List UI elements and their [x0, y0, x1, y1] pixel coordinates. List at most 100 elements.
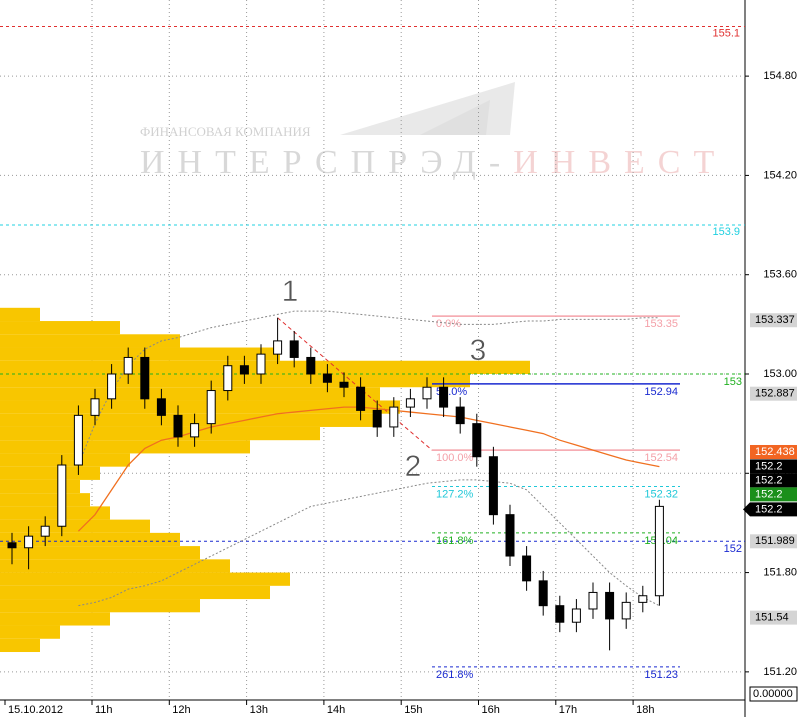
profile-bar [0, 625, 60, 639]
fib-name: 261.8% [436, 669, 474, 681]
candle-body [505, 514, 515, 557]
price-box-label: 151.989 [755, 535, 795, 547]
candle-body [90, 398, 100, 416]
price-box-label: 151.54 [755, 612, 789, 624]
fib-name: 127.2% [436, 488, 474, 500]
candle-body [306, 356, 316, 375]
candle-body [472, 423, 482, 458]
profile-bar [0, 400, 400, 414]
x-tick-label: 15h [404, 704, 422, 716]
y-tick-label: 154.20 [763, 169, 797, 181]
candle-body [654, 505, 664, 597]
upper-band [77, 310, 660, 466]
profile-bar [0, 519, 150, 533]
candle-body [7, 542, 17, 549]
candle-body [239, 365, 249, 375]
watermark-large-accent: ИНВЕСТ [513, 144, 727, 181]
level-label: 152 [724, 543, 742, 555]
price-box [750, 473, 797, 488]
candle-body [123, 356, 133, 375]
price-box [750, 444, 797, 459]
y-tick-label: 153.00 [763, 368, 797, 380]
candle-body [322, 373, 332, 383]
watermark-large-part: ИНТЕРСПРЭД- [140, 144, 513, 181]
candle-body [638, 595, 648, 603]
candle-body [538, 580, 548, 607]
price-box-label: 152.2 [755, 488, 783, 500]
profile-bar [0, 506, 110, 520]
candle-body [555, 605, 565, 623]
y-tick-label: 151.80 [763, 566, 797, 578]
candle-body [24, 535, 34, 549]
logo-shape [420, 100, 490, 135]
price-box [750, 313, 797, 328]
candle-body [206, 390, 216, 425]
candle-body [621, 601, 631, 620]
profile-bar [0, 440, 250, 454]
profile-bar [0, 612, 110, 626]
fib-value: 151.23 [644, 669, 678, 681]
footer-box [749, 686, 798, 702]
price-box [750, 459, 797, 474]
fib-value: 152.32 [644, 488, 678, 500]
candle-body [439, 386, 449, 408]
candle-body [339, 381, 349, 388]
profile-bar [0, 638, 40, 653]
profile-bar [0, 373, 470, 388]
price-box-label: 152.887 [755, 388, 795, 400]
profile-bar [0, 559, 230, 573]
fib-value: 152.54 [644, 452, 678, 464]
watermark: ФИНАНСОВАЯ КОМПАНИЯ ИНТЕРСПРЭД-ИНВЕСТ [140, 82, 727, 181]
fib-name: 161.8% [436, 535, 474, 547]
annotation: 3 [470, 334, 487, 367]
candle-body [422, 386, 432, 400]
price-box [750, 534, 797, 549]
lower-band [78, 479, 660, 607]
profile-bar [0, 493, 90, 507]
candle-body [40, 525, 50, 537]
x-tick-label: 15.10.2012 [8, 704, 63, 716]
profile-bar [0, 413, 380, 427]
candle-body [605, 591, 615, 620]
trend-line [277, 317, 433, 451]
x-tick-label: 18h [636, 704, 654, 716]
profile-bar [0, 307, 40, 322]
price-arrow [743, 502, 750, 517]
candle-body [571, 608, 581, 623]
candle-body [107, 373, 117, 400]
x-tick-label: 11h [95, 704, 113, 716]
profile-bar [0, 453, 130, 467]
profile-bar [0, 387, 380, 401]
y-tick-label: 151.20 [763, 666, 797, 678]
profile-bar [0, 599, 200, 613]
price-box-label: 153.337 [755, 314, 795, 326]
fib-name: 0.0% [436, 318, 461, 330]
candle-body [522, 555, 532, 582]
logo-shape [340, 82, 515, 135]
profile-bar [0, 334, 180, 348]
level-label: 155.1 [712, 27, 740, 39]
annotation: 2 [405, 450, 422, 483]
candle-body [455, 406, 465, 425]
candle-body [223, 365, 233, 392]
price-box [750, 610, 797, 625]
candle-body [190, 423, 200, 438]
candle-body [289, 340, 299, 358]
y-tick-label: 153.60 [763, 269, 797, 281]
profile-bar [0, 321, 120, 335]
watermark-small: ФИНАНСОВАЯ КОМПАНИЯ [140, 124, 311, 139]
candle-body [372, 409, 382, 428]
candle-body [173, 414, 183, 438]
candle-body [588, 591, 598, 610]
candle-body [273, 340, 283, 355]
price-box [750, 487, 797, 502]
x-tick-label: 12h [172, 704, 190, 716]
candle-body [156, 398, 166, 416]
x-tick-label: 13h [250, 704, 268, 716]
footer-value: 0.00000 [753, 688, 793, 700]
candle-body [356, 386, 366, 411]
candle-body [488, 456, 498, 516]
level-label: 153.9 [712, 226, 740, 238]
fib-value: 153.35 [644, 318, 678, 330]
